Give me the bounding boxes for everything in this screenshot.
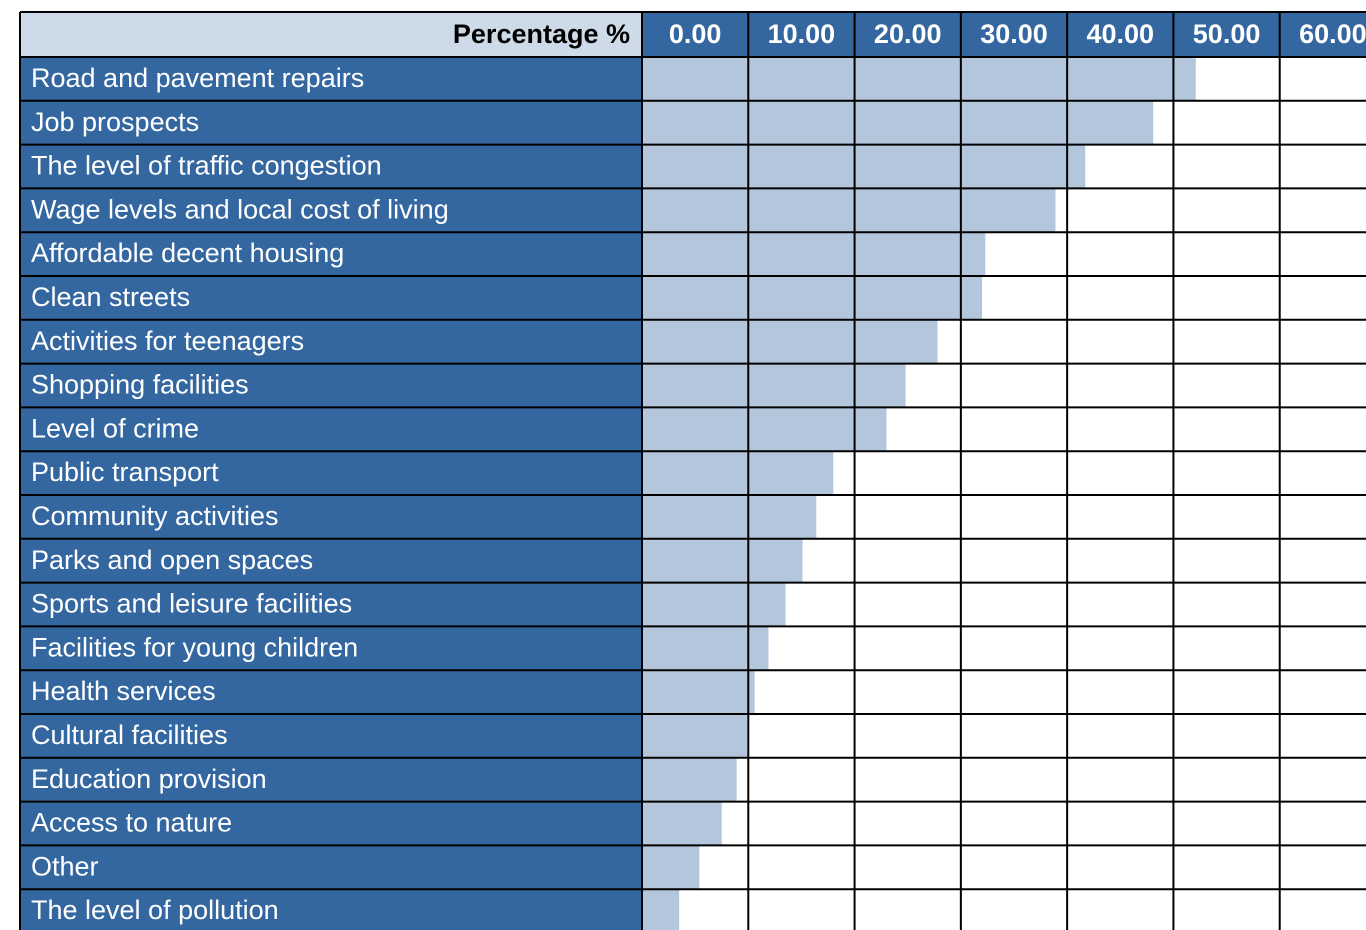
bar: [642, 144, 1086, 189]
x-tick-cell: [1173, 12, 1280, 57]
bar: [642, 845, 700, 890]
row-label-cell: [20, 714, 642, 758]
row-label-cell: [20, 144, 642, 189]
bar: [642, 451, 834, 495]
x-tick-label: 50.00: [1193, 19, 1261, 49]
row-label-cell: [20, 801, 642, 846]
x-tick-cell: [1067, 12, 1174, 57]
bar: [642, 801, 722, 846]
row-label-cell: [20, 451, 642, 495]
row-label-cell: [20, 757, 642, 802]
bar: [642, 276, 983, 320]
row-label-cell: [20, 670, 642, 714]
y-tick-label: Health services: [31, 676, 216, 706]
row-label-cell: [20, 538, 642, 583]
bar: [642, 188, 1056, 233]
bar: [642, 57, 1196, 101]
y-tick-label: Access to nature: [31, 808, 232, 838]
x-tick-cell: [960, 12, 1068, 57]
bar: [642, 626, 769, 671]
row-label-cell: [20, 626, 642, 671]
x-tick-cell: [642, 12, 749, 57]
x-tick-cell: [748, 12, 855, 57]
bar: [642, 582, 786, 627]
row-label-cell: [20, 319, 642, 364]
y-tick-label: The level of traffic congestion: [31, 151, 382, 181]
y-tick-label: Sports and leisure facilities: [31, 589, 352, 619]
y-tick-label: Education provision: [31, 764, 267, 794]
y-tick-label: Facilities for young children: [31, 632, 358, 662]
x-tick-label: 60.00: [1299, 19, 1366, 49]
header-label-cell: [20, 12, 642, 57]
y-tick-label: Community activities: [31, 501, 279, 531]
y-tick-label: Clean streets: [31, 282, 190, 312]
x-tick-cell: [1279, 12, 1366, 57]
y-tick-label: Cultural facilities: [31, 720, 228, 750]
bar: [642, 495, 817, 539]
row-label-cell: [20, 276, 642, 320]
row-label-cell: [20, 845, 642, 890]
y-tick-label: Activities for teenagers: [31, 326, 304, 356]
bar: [642, 757, 737, 802]
y-tick-label: Job prospects: [31, 107, 199, 137]
x-axis-label: Percentage %: [453, 19, 630, 49]
y-tick-label: Wage levels and local cost of living: [31, 194, 449, 224]
row-label-cell: [20, 889, 642, 930]
x-tick-label: 20.00: [874, 19, 942, 49]
bar: [642, 670, 755, 714]
y-tick-label: Level of crime: [31, 413, 199, 443]
x-tick-label: 40.00: [1086, 19, 1154, 49]
y-tick-label: Shopping facilities: [31, 370, 249, 400]
x-tick-cell: [854, 12, 961, 57]
row-label-cell: [20, 407, 642, 452]
y-tick-label: Affordable decent housing: [31, 238, 344, 268]
bar: [642, 100, 1154, 145]
row-label-cell: [20, 57, 642, 101]
x-tick-label: 10.00: [768, 19, 836, 49]
y-tick-label: Public transport: [31, 457, 219, 487]
x-tick-label: 0.00: [669, 19, 722, 49]
row-label-cell: [20, 582, 642, 627]
y-tick-label: Other: [31, 851, 99, 881]
y-tick-label: Road and pavement repairs: [31, 63, 364, 93]
y-tick-label: Parks and open spaces: [31, 545, 313, 575]
bar: [642, 407, 887, 452]
row-label-cell: [20, 232, 642, 276]
x-tick-label: 30.00: [980, 19, 1048, 49]
bar: [642, 889, 680, 930]
bar: [642, 714, 748, 758]
row-label-cell: [20, 363, 642, 408]
bar: [642, 319, 938, 364]
bar: [642, 232, 986, 276]
row-label-cell: [20, 188, 642, 233]
row-label-cell: [20, 100, 642, 145]
y-tick-label: The level of pollution: [31, 895, 279, 925]
row-label-cell: [20, 495, 642, 539]
bar: [642, 363, 906, 408]
bar: [642, 538, 803, 583]
